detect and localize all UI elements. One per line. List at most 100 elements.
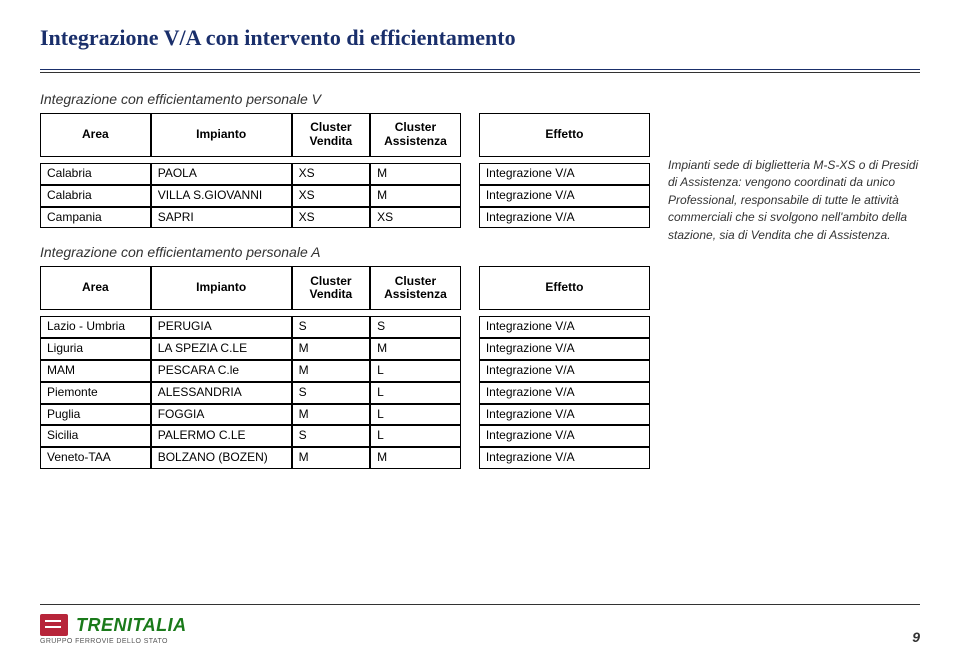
table-cell: FOGGIA bbox=[151, 404, 292, 426]
table-row: PiemonteALESSANDRIASL Integrazione V/A bbox=[40, 382, 650, 404]
table-gap bbox=[461, 163, 479, 185]
table-cell: Integrazione V/A bbox=[479, 338, 650, 360]
table-cell: Piemonte bbox=[40, 382, 151, 404]
footer: TRENITALIA GRUPPO FERROVIE DELLO STATO 9 bbox=[40, 614, 920, 645]
table-gap bbox=[461, 185, 479, 207]
table-cell: ALESSANDRIA bbox=[151, 382, 292, 404]
table-cell: Integrazione V/A bbox=[479, 163, 650, 185]
table-gap bbox=[461, 338, 479, 360]
th-area: Area bbox=[40, 266, 151, 310]
table-cell: S bbox=[370, 316, 461, 338]
brand-logo-top: TRENITALIA bbox=[40, 614, 187, 636]
section2-subtitle: Integrazione con efficientamento persona… bbox=[40, 244, 650, 260]
table1-body: CalabriaPAOLAXSMIntegrazione V/ACalabria… bbox=[40, 163, 650, 228]
th-gap bbox=[461, 113, 479, 157]
th-cluster-assistenza: Cluster Assistenza bbox=[370, 113, 461, 157]
th-impianto: Impianto bbox=[151, 113, 292, 157]
table-cell: M bbox=[292, 338, 371, 360]
table-cell: XS bbox=[292, 163, 371, 185]
table-cell: L bbox=[370, 425, 461, 447]
table-header-row: Area Impianto Cluster Vendita Cluster As… bbox=[40, 113, 650, 157]
table-cell: MAM bbox=[40, 360, 151, 382]
table-cell: XS bbox=[370, 207, 461, 229]
footer-divider bbox=[40, 604, 920, 605]
th-cluster-assistenza: Cluster Assistenza bbox=[370, 266, 461, 310]
section1-subtitle: Integrazione con efficientamento persona… bbox=[40, 91, 650, 107]
table-cell: Integrazione V/A bbox=[479, 207, 650, 229]
table-cell: S bbox=[292, 316, 371, 338]
table-row: CalabriaPAOLAXSM Integrazione V/A bbox=[40, 163, 650, 185]
table-cell: M bbox=[370, 447, 461, 469]
table-header-row: Area Impianto Cluster Vendita Cluster As… bbox=[40, 266, 650, 310]
brand-subtitle: GRUPPO FERROVIE DELLO STATO bbox=[40, 638, 187, 645]
table-gap bbox=[461, 360, 479, 382]
table-cell: XS bbox=[292, 207, 371, 229]
table-row: Veneto-TAABOLZANO (BOZEN)MMIntegrazione … bbox=[40, 447, 650, 469]
table-gap bbox=[461, 207, 479, 229]
table-cell: L bbox=[370, 360, 461, 382]
table-cell: PERUGIA bbox=[151, 316, 292, 338]
th-effetto: Effetto bbox=[479, 113, 650, 157]
content-area: Integrazione con efficientamento persona… bbox=[40, 87, 920, 469]
table-gap bbox=[461, 316, 479, 338]
th-gap bbox=[461, 266, 479, 310]
table-cell: PALERMO C.LE bbox=[151, 425, 292, 447]
table-cell: L bbox=[370, 382, 461, 404]
table-gap bbox=[461, 404, 479, 426]
table-row: PugliaFOGGIAMLIntegrazione V/A bbox=[40, 404, 650, 426]
table-cell: Veneto-TAA bbox=[40, 447, 151, 469]
table-cell: PAOLA bbox=[151, 163, 292, 185]
table-cell: Integrazione V/A bbox=[479, 404, 650, 426]
table-cell: Integrazione V/A bbox=[479, 185, 650, 207]
th-impianto: Impianto bbox=[151, 266, 292, 310]
table-cell: Integrazione V/A bbox=[479, 316, 650, 338]
right-column: Impianti sede di biglietteria M-S-XS o d… bbox=[668, 87, 920, 469]
page: Integrazione V/A con intervento di effic… bbox=[0, 0, 960, 660]
table-cell: M bbox=[292, 360, 371, 382]
table-cell: Integrazione V/A bbox=[479, 425, 650, 447]
table-cell: M bbox=[370, 338, 461, 360]
table-cell: BOLZANO (BOZEN) bbox=[151, 447, 292, 469]
table-cell: M bbox=[292, 404, 371, 426]
table-cell: Integrazione V/A bbox=[479, 382, 650, 404]
table-gap bbox=[461, 425, 479, 447]
left-column: Integrazione con efficientamento persona… bbox=[40, 87, 650, 469]
table-cell: Lazio - Umbria bbox=[40, 316, 151, 338]
page-number: 9 bbox=[912, 629, 920, 645]
table-row: Lazio - UmbriaPERUGIASSIntegrazione V/A bbox=[40, 316, 650, 338]
table-cell: S bbox=[292, 382, 371, 404]
table-2: Area Impianto Cluster Vendita Cluster As… bbox=[40, 266, 650, 469]
table-cell: M bbox=[370, 163, 461, 185]
table-cell: M bbox=[292, 447, 371, 469]
table-cell: Calabria bbox=[40, 163, 151, 185]
table-cell: Sicilia bbox=[40, 425, 151, 447]
table-row: CampaniaSAPRIXSXSIntegrazione V/A bbox=[40, 207, 650, 229]
table-cell: LA SPEZIA C.LE bbox=[151, 338, 292, 360]
table-row: MAMPESCARA C.leML Integrazione V/A bbox=[40, 360, 650, 382]
table-row: SiciliaPALERMO C.LESLIntegrazione V/A bbox=[40, 425, 650, 447]
table-row: LiguriaLA SPEZIA C.LEMMIntegrazione V/A bbox=[40, 338, 650, 360]
table-cell: VILLA S.GIOVANNI bbox=[151, 185, 292, 207]
th-area: Area bbox=[40, 113, 151, 157]
table-cell: L bbox=[370, 404, 461, 426]
brand-mark-icon bbox=[40, 614, 68, 636]
table-cell: M bbox=[370, 185, 461, 207]
title-divider-2 bbox=[40, 72, 920, 73]
table-cell: Calabria bbox=[40, 185, 151, 207]
table-gap bbox=[461, 382, 479, 404]
table-cell: PESCARA C.le bbox=[151, 360, 292, 382]
table-row: CalabriaVILLA S.GIOVANNIXSM Integrazione … bbox=[40, 185, 650, 207]
table-cell: Liguria bbox=[40, 338, 151, 360]
table-cell: Integrazione V/A bbox=[479, 447, 650, 469]
table-cell: XS bbox=[292, 185, 371, 207]
title-divider-1 bbox=[40, 69, 920, 70]
th-effetto: Effetto bbox=[479, 266, 650, 310]
page-title: Integrazione V/A con intervento di effic… bbox=[40, 25, 920, 51]
brand-name: TRENITALIA bbox=[76, 615, 187, 636]
table-cell: Integrazione V/A bbox=[479, 360, 650, 382]
brand-logo: TRENITALIA GRUPPO FERROVIE DELLO STATO bbox=[40, 614, 187, 645]
table-gap bbox=[461, 447, 479, 469]
th-cluster-vendita: Cluster Vendita bbox=[292, 266, 371, 310]
table-1: Area Impianto Cluster Vendita Cluster As… bbox=[40, 113, 650, 228]
table2-body: Lazio - UmbriaPERUGIASSIntegrazione V/AL… bbox=[40, 316, 650, 469]
